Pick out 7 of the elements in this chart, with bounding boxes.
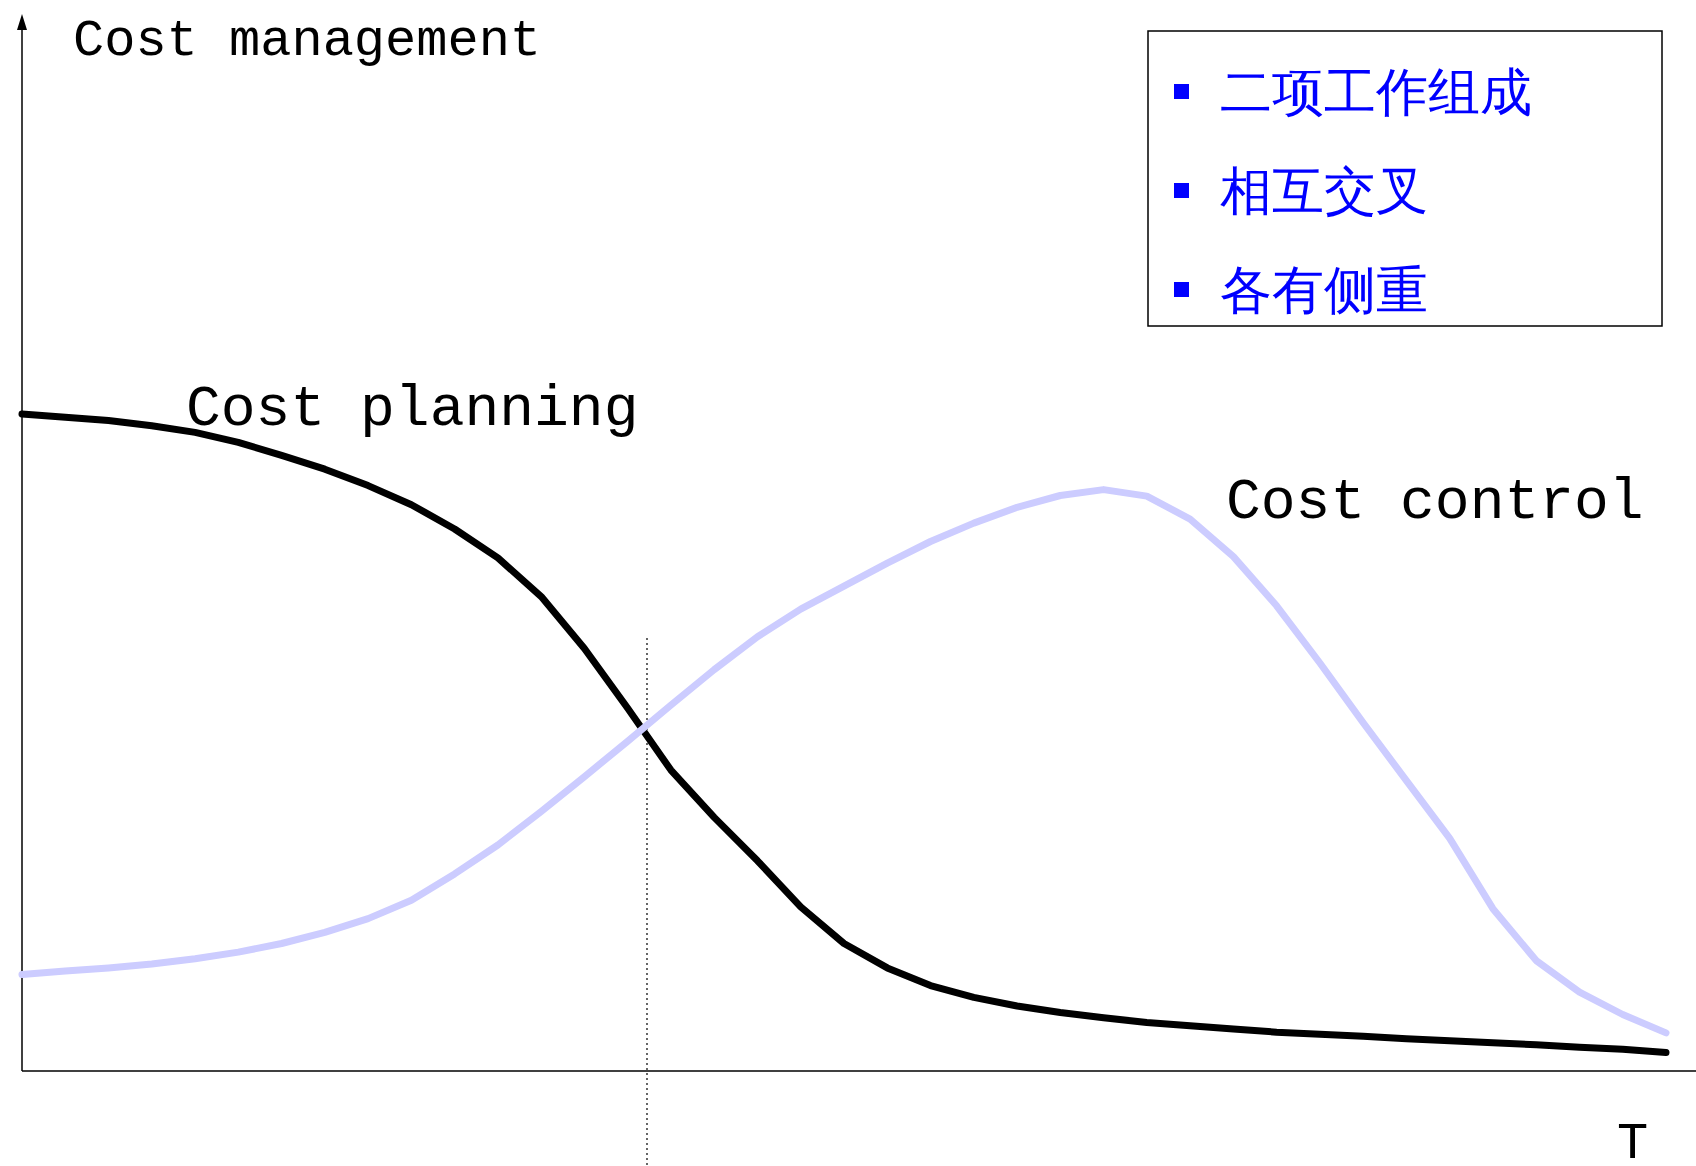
series-label: Cost control: [1226, 470, 1644, 535]
x-axis-title: T: [1617, 1115, 1649, 1166]
text: 相互交叉: [1220, 164, 1428, 225]
text: Cost management: [73, 12, 542, 71]
text: 各有侧重: [1220, 264, 1428, 324]
series-label: Cost planning: [186, 377, 639, 442]
text: 二项工作组成: [1220, 67, 1532, 126]
